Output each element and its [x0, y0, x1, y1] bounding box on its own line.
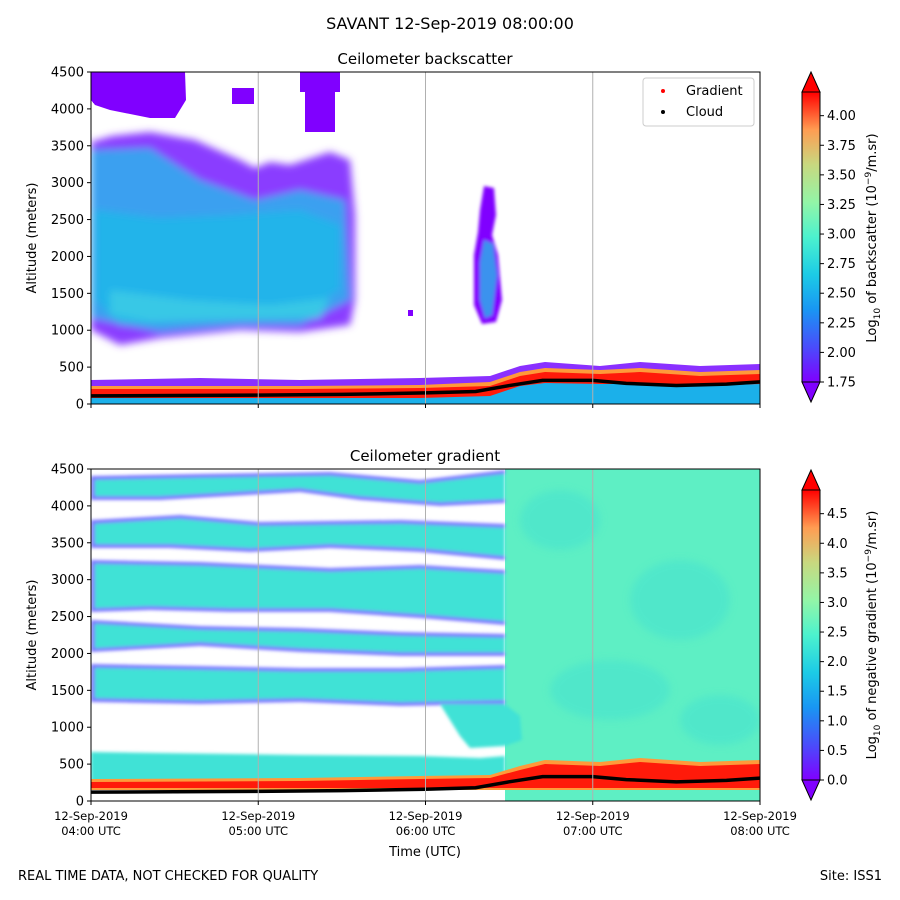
colorbar-tick-label: 3.00 — [827, 228, 856, 243]
x-tick-time-label: 04:00 UTC — [61, 824, 121, 838]
y-tick-label: 4000 — [51, 499, 84, 514]
y-tick-label: 1000 — [51, 721, 84, 736]
colorbar-tick-label: 0.0 — [827, 774, 848, 789]
backscatter-cloud-column — [474, 186, 502, 324]
y-tick-label: 4500 — [51, 463, 84, 478]
site-label: Site: ISS1 — [819, 869, 882, 884]
y-tick-label: 500 — [59, 361, 84, 376]
backscatter-colorbar: 1.75 2.00 2.25 2.50 2.75 3.00 3.25 3.50 3.75 4.00… — [801, 70, 883, 404]
colorbar-tick-label: 3.75 — [827, 139, 856, 154]
page-title: SAVANT 12-Sep-2019 08:00:00 — [326, 14, 574, 33]
backscatter-legend: Gradient Cloud — [642, 77, 755, 127]
gradient-y-ticks: 0 500 1000 1500 2000 2500 3000 3500 4000 4500 — [51, 463, 91, 810]
colorbar-tick-label: 3.0 — [827, 596, 848, 611]
y-tick-label: 500 — [59, 758, 84, 773]
gradient-panel-title: Ceilometer gradient — [350, 447, 500, 465]
colorbar-tick-label: 4.0 — [827, 537, 848, 552]
colorbar-tick-label: 4.00 — [827, 109, 856, 124]
y-tick-label: 2500 — [51, 213, 84, 228]
colorbar-tick-label: 1.75 — [827, 376, 856, 391]
colorbar-tick-label: 2.0 — [827, 655, 848, 670]
gradient-uniform-texture — [520, 490, 760, 745]
colorbar-tick-label: 2.5 — [827, 626, 848, 641]
gradient-noise-bands — [91, 470, 522, 748]
colorbar-tick-label: 1.0 — [827, 714, 848, 729]
backscatter-upper-fragments — [91, 72, 413, 316]
legend-gradient-marker — [661, 89, 665, 93]
colorbar-tick-label: 2.25 — [827, 316, 856, 331]
gradient-colorbar-label: Log10 of negative gradient (10−9/m.sr) — [864, 511, 883, 760]
x-tick-date-label: 12-Sep-2019 — [221, 809, 295, 823]
backscatter-aerosol-layer — [91, 132, 355, 345]
y-tick-label: 3000 — [51, 573, 84, 588]
y-tick-label: 1000 — [51, 324, 84, 339]
x-tick-date-label: 12-Sep-2019 — [556, 809, 630, 823]
x-tick-time-label: 07:00 UTC — [563, 824, 623, 838]
colorbar-tick-label: 0.5 — [827, 744, 848, 759]
x-tick-date-label: 12-Sep-2019 — [723, 809, 797, 823]
gradient-x-axis-label: Time (UTC) — [388, 845, 461, 860]
y-tick-label: 3500 — [51, 139, 84, 154]
legend-cloud-label: Cloud — [686, 105, 723, 120]
gradient-y-axis-label: Altitude (meters) — [25, 580, 40, 691]
gradient-gridlines — [257, 469, 594, 801]
colorbar-tick-label: 1.5 — [827, 685, 848, 700]
colorbar-tick-label: 3.25 — [827, 198, 856, 213]
backscatter-gridlines — [257, 72, 594, 404]
x-tick-date-label: 12-Sep-2019 — [54, 809, 128, 823]
backscatter-colorbar-label: Log10 of backscatter (10−9/m.sr) — [864, 133, 883, 342]
colorbar-tick-label: 2.50 — [827, 287, 856, 302]
gradient-heatmap — [91, 469, 760, 801]
gradient-ground-traces — [520, 794, 760, 801]
backscatter-x-ticks — [90, 404, 761, 408]
backscatter-y-axis-label: Altitude (meters) — [25, 183, 40, 294]
y-tick-label: 0 — [76, 795, 84, 810]
y-tick-label: 2000 — [51, 250, 84, 265]
colorbar-tick-label: 3.5 — [827, 566, 848, 581]
x-tick-time-label: 08:00 UTC — [730, 824, 790, 838]
y-tick-label: 2000 — [51, 647, 84, 662]
colorbar-tick-label: 4.5 — [827, 507, 848, 522]
y-tick-label: 3500 — [51, 536, 84, 551]
x-tick-date-label: 12-Sep-2019 — [389, 809, 463, 823]
colorbar-tick-label: 2.00 — [827, 346, 856, 361]
gradient-colorbar-ticks: 0.0 0.5 1.0 1.5 2.0 2.5 3.0 3.5 4.0 4.5 — [820, 507, 848, 789]
backscatter-panel-title: Ceilometer backscatter — [337, 50, 513, 68]
colorbar-tick-label: 2.75 — [827, 257, 856, 272]
legend-cloud-marker — [661, 110, 665, 114]
y-tick-label: 4500 — [51, 66, 84, 81]
y-tick-label: 2500 — [51, 610, 84, 625]
y-tick-label: 1500 — [51, 287, 84, 302]
data-quality-disclaimer: REAL TIME DATA, NOT CHECKED FOR QUALITY — [18, 869, 319, 884]
backscatter-colorbar-ticks: 1.75 2.00 2.25 2.50 2.75 3.00 3.25 3.50 3.75 4.00 — [820, 109, 856, 391]
gradient-colorbar: 0.0 0.5 1.0 1.5 2.0 2.5 3.0 3.5 4.0 4.5 Log10 of … — [801, 468, 883, 802]
y-tick-label: 1500 — [51, 684, 84, 699]
y-tick-label: 4000 — [51, 102, 84, 117]
legend-gradient-label: Gradient — [686, 84, 743, 99]
x-tick-time-label: 05:00 UTC — [228, 824, 288, 838]
backscatter-y-ticks: 0 500 1000 1500 2000 2500 3000 3500 4000 4500 — [51, 66, 91, 413]
y-tick-label: 3000 — [51, 176, 84, 191]
colorbar-tick-label: 3.50 — [827, 168, 856, 183]
y-tick-label: 0 — [76, 398, 84, 413]
x-tick-time-label: 06:00 UTC — [396, 824, 456, 838]
